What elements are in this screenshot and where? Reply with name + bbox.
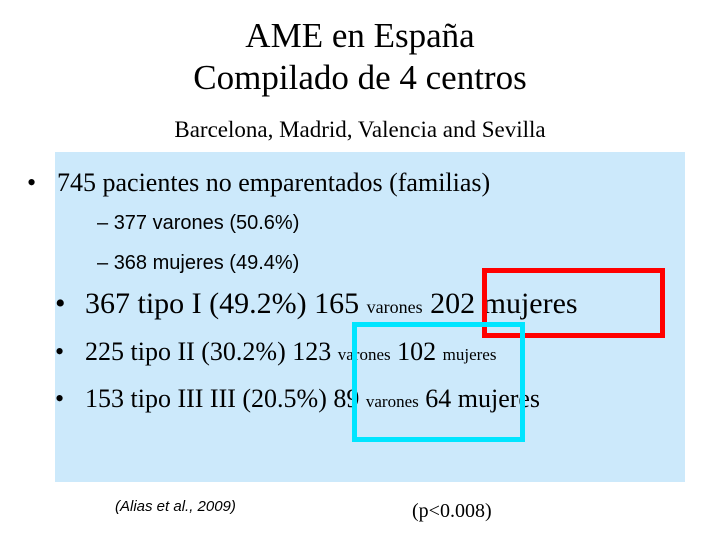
highlight-box-cyan (352, 322, 525, 442)
female-count: 64 (425, 384, 452, 413)
highlight-box-red (482, 268, 665, 338)
female-label: mujeres (482, 287, 578, 320)
dash-icon: – (97, 212, 109, 234)
dash-icon: – (97, 252, 109, 274)
bullet-icon: • (55, 287, 66, 320)
type-label: 153 tipo III III (20.5%) (85, 384, 327, 413)
male-count: 165 (314, 287, 360, 320)
bullet-total-patients: • 745 pacientes no emparentados (familias… (27, 168, 490, 198)
female-label: mujeres (442, 345, 497, 364)
male-label: varones (365, 392, 419, 411)
males-total-text: 377 varones (50.6%) (113, 212, 300, 234)
bullet-icon: • (27, 168, 37, 197)
slide-subtitle: Barcelona, Madrid, Valencia and Sevilla (174, 117, 546, 142)
slide-title-line-1: AME en España (245, 16, 475, 55)
slide-title-line-2: Compilado de 4 centros (193, 58, 527, 97)
bullet-icon: • (55, 337, 65, 366)
sub-bullet-females: – 368 mujeres (49.4%) (97, 252, 299, 275)
p-value: (p<0.008) (412, 500, 492, 522)
females-total-text: 368 mujeres (49.4%) (113, 252, 300, 274)
total-patients-text: 745 pacientes no emparentados (familias) (57, 168, 491, 197)
female-label: mujeres (457, 384, 541, 413)
citation: (Alias et al., 2009) (115, 498, 236, 515)
content-panel (55, 152, 685, 482)
type-label: 225 tipo II (30.2%) (85, 337, 286, 366)
type-row-3: • 153 tipo III III (20.5%) 89 varones 64 … (55, 384, 540, 414)
female-count: 102 (397, 337, 437, 366)
type-row-1: • 367 tipo I (49.2%) 165 varones 202 muje… (55, 287, 578, 321)
type-row-2: • 225 tipo II (30.2%) 123 varones 102 muj… (55, 337, 496, 367)
male-count: 123 (292, 337, 332, 366)
bullet-icon: • (55, 384, 65, 413)
male-label: varones (366, 297, 423, 317)
type-label: 367 tipo I (49.2%) (85, 287, 307, 320)
female-count: 202 (430, 287, 476, 320)
sub-bullet-males: – 377 varones (50.6%) (97, 212, 299, 235)
male-label: varones (337, 345, 391, 364)
